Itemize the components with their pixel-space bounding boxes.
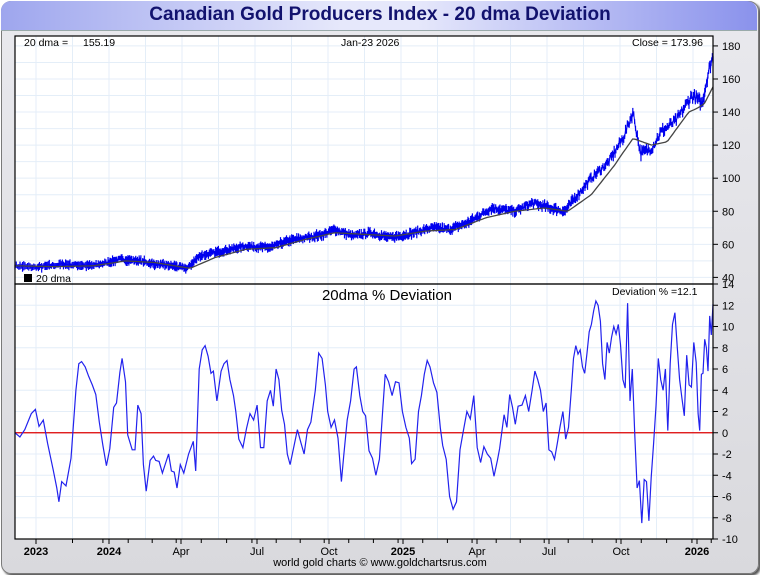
y-tick-label-lower: 14 (722, 279, 734, 291)
chart-marks (14, 53, 714, 524)
x-tick-label: 2025 (391, 546, 415, 558)
chart-date: Jan-23 2026 (341, 37, 400, 49)
legend-swatch-20dma (24, 274, 32, 282)
deviation-panel-title: 20dma % Deviation (322, 287, 452, 304)
deviation-value: Deviation % =12.1 (612, 286, 698, 298)
lower-grid (15, 283, 713, 540)
y-tick-label-lower: -6 (722, 492, 732, 504)
y-tick-label-upper: 160 (722, 74, 740, 86)
y-tick-label-lower: 6 (722, 364, 728, 376)
x-tick-label: 2024 (97, 546, 122, 558)
y-tick-label-upper: 140 (722, 107, 740, 119)
close-value: Close = 173.96 (632, 37, 703, 49)
x-tick-label: Jul (542, 546, 556, 558)
chart-title: Canadian Gold Producers Index - 20 dma D… (149, 4, 611, 25)
dma-line (14, 86, 714, 269)
dma-value: 155.19 (83, 37, 115, 49)
deviation-line (14, 299, 714, 524)
y-tick-label-lower: -4 (722, 470, 732, 482)
title-bar (1, 1, 757, 31)
x-tick-label: 2026 (685, 546, 709, 558)
y-tick-label-upper: 60 (722, 239, 734, 251)
y-tick-label-lower: 4 (722, 385, 728, 397)
upper-grid (15, 36, 713, 284)
footer-credit: world gold charts © www.goldchartsrus.co… (273, 557, 487, 569)
y-tick-label-upper: 100 (722, 173, 740, 185)
y-tick-label-upper: 180 (722, 41, 740, 53)
x-tick-label: Jul (250, 546, 264, 558)
y-tick-label-lower: 0 (722, 428, 728, 440)
y-tick-label-upper: 120 (722, 140, 740, 152)
y-tick-label-lower: -8 (722, 513, 732, 525)
y-tick-label-lower: 8 (722, 343, 728, 355)
price-series (14, 53, 714, 274)
y-tick-label-lower: -10 (722, 534, 738, 546)
y-tick-label-lower: -2 (722, 449, 732, 461)
y-tick-label-lower: 2 (722, 407, 728, 419)
axes: 40 60 80 100 120 140 160 180 -10 -8 -6 -4 -2 0 2 4 6 8 10 1… (14, 35, 740, 558)
y-tick-label-lower: 12 (722, 300, 734, 312)
x-tick-label: Apr (468, 546, 485, 558)
legend-label-20dma: 20 dma (36, 273, 71, 285)
x-tick-label: Apr (172, 546, 189, 558)
x-tick-label: Oct (612, 546, 629, 558)
y-tick-label-upper: 40 (722, 272, 734, 284)
x-tick-label: Oct (320, 546, 337, 558)
dma-label: 20 dma = (24, 37, 68, 49)
y-tick-label-upper: 80 (722, 206, 734, 218)
y-tick-label-lower: 10 (722, 322, 734, 334)
x-tick-label: 2023 (24, 546, 48, 558)
